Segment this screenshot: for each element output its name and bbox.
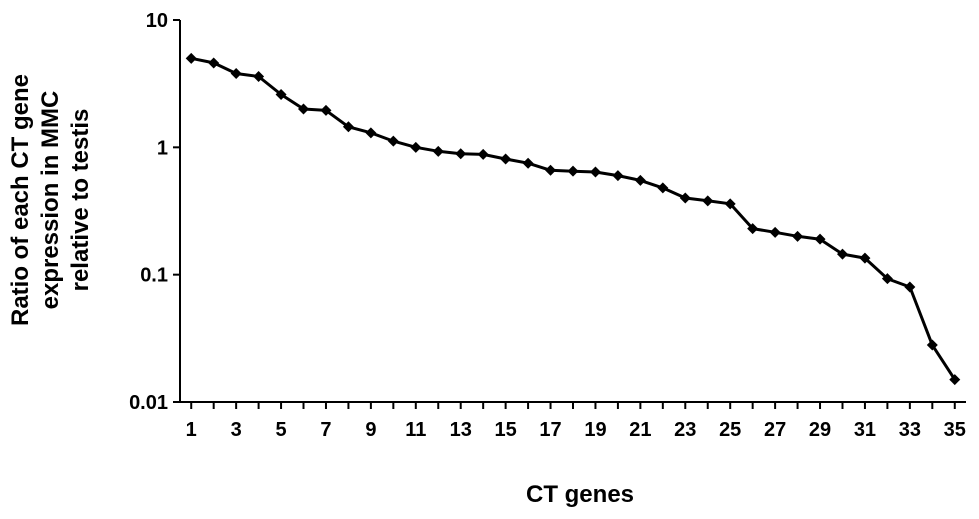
x-tick-label: 19 <box>584 419 606 441</box>
data-point <box>342 121 354 133</box>
y-axis-title: Ratio of each CT gene expression in MMC … <box>7 74 94 326</box>
data-series <box>185 52 961 386</box>
x-tick-label: 1 <box>186 419 197 441</box>
y-tick-label: 0.01 <box>129 392 168 414</box>
y-tick-label: 10 <box>146 10 168 32</box>
x-tick-label: 9 <box>365 419 376 441</box>
x-tick-label: 15 <box>495 419 517 441</box>
data-point <box>230 68 242 80</box>
data-point <box>904 281 916 293</box>
x-tick-label: 21 <box>629 419 651 441</box>
data-point <box>410 141 422 153</box>
data-point <box>455 148 467 160</box>
x-tick-label: 25 <box>719 419 741 441</box>
data-point <box>612 170 624 182</box>
data-point <box>432 145 444 157</box>
x-tick-label: 7 <box>320 419 331 441</box>
x-tick-label: 5 <box>275 419 286 441</box>
axes <box>173 19 966 409</box>
data-point <box>792 230 804 242</box>
data-point <box>859 252 871 264</box>
x-tick-label: 13 <box>450 419 472 441</box>
x-tick-label: 33 <box>899 419 921 441</box>
data-point <box>320 104 332 116</box>
y-tick-label: 1 <box>157 137 168 159</box>
data-point <box>657 182 669 194</box>
data-point <box>477 148 489 160</box>
data-point <box>634 174 646 186</box>
x-tick-label: 23 <box>674 419 696 441</box>
data-point <box>881 273 893 285</box>
data-point <box>298 103 310 115</box>
data-point <box>814 233 826 245</box>
data-point <box>926 339 938 351</box>
data-point <box>567 165 579 177</box>
data-point <box>747 223 759 235</box>
x-axis-title: CT genes <box>526 481 634 508</box>
data-point <box>702 195 714 207</box>
y-tick-label: 0.1 <box>140 265 168 287</box>
y-axis-title-line-2: expression in MMC <box>37 91 64 310</box>
data-point <box>275 88 287 100</box>
y-axis-title-line-1: Ratio of each CT gene <box>7 74 34 326</box>
data-point <box>769 226 781 238</box>
x-tick-label: 35 <box>944 419 966 441</box>
data-point <box>365 127 377 139</box>
data-point <box>545 164 557 176</box>
data-point <box>589 166 601 178</box>
data-point <box>522 157 534 169</box>
data-point <box>185 52 197 64</box>
data-point <box>387 135 399 147</box>
x-tick-labels: 1 3 5 7 9 11 13 15 17 19 21 23 25 27 29 31 33 35 <box>186 419 966 441</box>
data-point <box>949 374 961 386</box>
y-axis-title-line-3: relative to testis <box>67 109 94 292</box>
data-point <box>724 198 736 210</box>
x-tick-label: 17 <box>539 419 561 441</box>
data-point <box>836 248 848 260</box>
x-tick-label: 11 <box>405 419 426 441</box>
data-point <box>253 70 265 82</box>
data-point <box>679 192 691 204</box>
data-point <box>500 153 512 165</box>
y-tick-labels: 10 1 0.1 0.01 <box>129 10 168 414</box>
x-tick-label: 29 <box>809 419 831 441</box>
x-tick-label: 27 <box>764 419 786 441</box>
x-tick-label: 3 <box>231 419 242 441</box>
x-tick-label: 31 <box>854 419 876 441</box>
data-point <box>208 57 220 69</box>
